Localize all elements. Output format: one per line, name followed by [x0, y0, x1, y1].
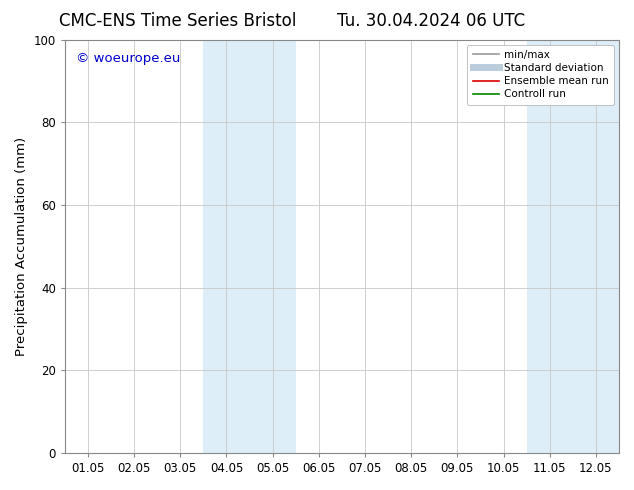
Bar [204, 40, 295, 453]
Text: Tu. 30.04.2024 06 UTC: Tu. 30.04.2024 06 UTC [337, 12, 525, 30]
Y-axis label: Precipitation Accumulation (mm): Precipitation Accumulation (mm) [15, 137, 28, 356]
Bar [527, 40, 634, 453]
Text: CMC-ENS Time Series Bristol: CMC-ENS Time Series Bristol [59, 12, 296, 30]
Text: © woeurope.eu: © woeurope.eu [76, 52, 180, 65]
Legend: min/max, Standard deviation, Ensemble mean run, Controll run: min/max, Standard deviation, Ensemble me… [467, 45, 614, 104]
